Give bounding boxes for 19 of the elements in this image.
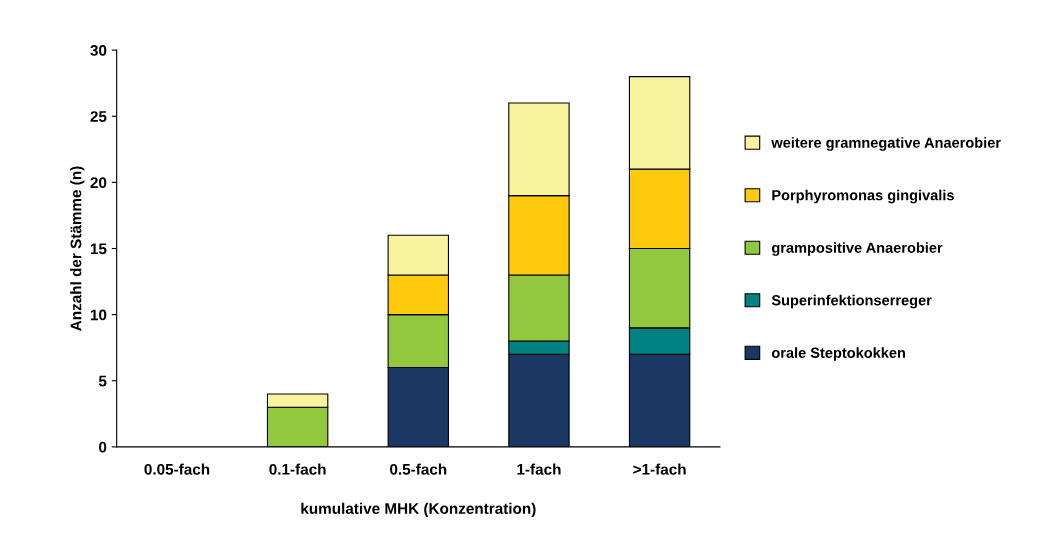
- y-tick-label: 0: [99, 441, 107, 453]
- x-tick-label: 0.5-fach: [390, 463, 447, 475]
- y-tick-label: 20: [90, 177, 107, 189]
- x-axis-title: kumulative MHK (Konzentration): [301, 502, 536, 518]
- y-axis-title: Anzahl der Stämme (n): [70, 166, 85, 331]
- y-tick-label: 25: [90, 111, 107, 122]
- x-tick-label: 0.1-fach: [269, 463, 326, 475]
- x-tick-label: 1-fach: [517, 463, 561, 475]
- y-tick-label: 30: [90, 45, 107, 56]
- legend-label: weitere gramnegative Anaerobier: [771, 137, 1001, 151]
- legend-label: orale Steptokokken: [771, 347, 906, 361]
- x-tick-label: 0.05-fach: [144, 463, 210, 475]
- y-tick-label: 10: [90, 309, 107, 321]
- y-tick-label: 5: [98, 375, 107, 387]
- legend-label: grampositive Anaerobier: [771, 242, 943, 256]
- x-tick-label: >1-fach: [633, 463, 686, 475]
- y-tick-label: 15: [90, 243, 107, 255]
- legend-label: Superinfektionserreger: [771, 294, 932, 309]
- legend-label: Porphyromonas gingivalis: [772, 189, 954, 204]
